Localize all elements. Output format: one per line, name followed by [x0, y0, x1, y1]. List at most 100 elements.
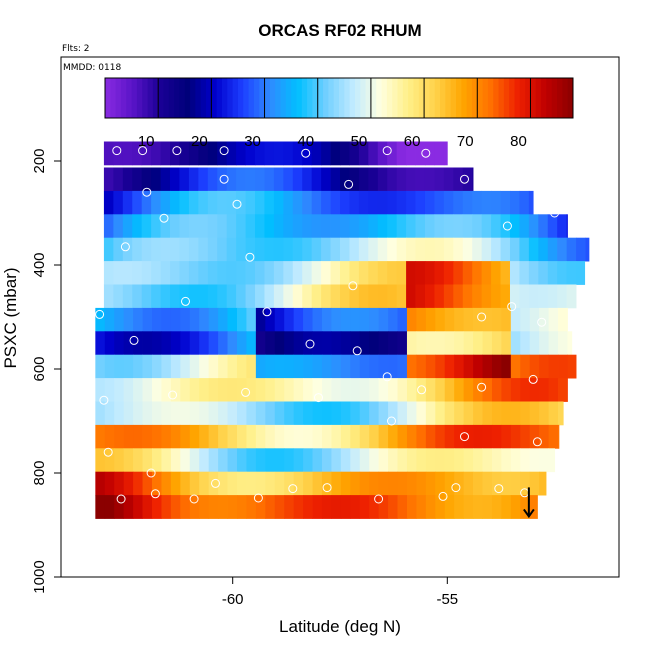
heatmap-cell: [378, 401, 389, 426]
sample-marker: [460, 174, 469, 184]
heatmap-cell: [189, 354, 200, 379]
colorbar-swatch: [211, 78, 218, 118]
heatmap-cell: [510, 331, 521, 356]
heatmap-cell: [425, 471, 436, 496]
heatmap-cell: [538, 214, 549, 239]
heatmap-cell: [255, 261, 265, 285]
heatmap-cell: [501, 495, 512, 519]
heatmap-cell: [473, 307, 483, 332]
heatmap-cell: [425, 495, 436, 519]
heatmap-cell: [142, 401, 153, 426]
colorbar-swatch: [418, 78, 425, 118]
heatmap-cell: [397, 495, 408, 519]
heatmap-cell: [198, 141, 209, 166]
heatmap-cell: [378, 448, 389, 473]
heatmap-cell: [491, 331, 502, 356]
heatmap-cell: [547, 214, 558, 239]
heatmap-cell: [226, 284, 237, 309]
heatmap-cell: [529, 307, 540, 332]
colorbar-swatch: [136, 78, 143, 118]
colorbar-swatch: [216, 78, 223, 118]
heatmap-cell: [350, 401, 361, 426]
heatmap-cell: [141, 284, 152, 309]
heatmap-cell: [95, 448, 106, 473]
heatmap-cell: [283, 214, 294, 239]
heatmap-cell: [255, 448, 266, 473]
heatmap-cell: [284, 401, 295, 426]
heatmap-cell: [539, 378, 549, 402]
heatmap-cell: [520, 307, 531, 332]
heatmap-cell: [539, 448, 549, 473]
heatmap-cell: [226, 141, 237, 166]
heatmap-cell: [208, 495, 219, 519]
heatmap-cell: [160, 284, 171, 309]
heatmap-cell: [199, 424, 210, 449]
heatmap-cell: [369, 495, 380, 519]
y-tick-label: 400: [31, 252, 48, 277]
heatmap-cell: [255, 354, 266, 379]
heatmap-cell: [340, 401, 351, 426]
heatmap-cell: [180, 378, 191, 402]
heatmap-cell: [284, 331, 295, 356]
heatmap-cell: [255, 424, 266, 449]
heatmap-cell: [122, 167, 133, 192]
heatmap-cell: [255, 401, 266, 426]
heatmap-cell: [245, 190, 256, 215]
heatmap-cell: [227, 448, 238, 473]
heatmap-cell: [510, 471, 521, 496]
heatmap-cell: [152, 307, 162, 332]
sample-marker: [502, 221, 512, 231]
sample-marker: [460, 432, 469, 442]
heatmap-cell: [453, 190, 464, 215]
heatmap-cell: [123, 495, 134, 519]
heatmap-cell: [491, 261, 501, 285]
heatmap-cell: [482, 354, 493, 379]
heatmap-cell: [368, 284, 379, 309]
heatmap-cell: [142, 424, 153, 449]
heatmap-cell: [397, 401, 408, 426]
heatmap-cell: [472, 261, 483, 285]
heatmap-cell: [160, 190, 171, 215]
heatmap-cell: [303, 401, 313, 426]
heatmap-cell: [151, 261, 161, 285]
heatmap-cell: [265, 307, 276, 332]
heatmap-cell: [406, 190, 416, 215]
heatmap-cell: [519, 190, 530, 215]
sample-marker: [507, 302, 517, 312]
date-note: MMDD: 0118: [63, 63, 121, 73]
colorbar-swatch: [163, 78, 170, 118]
colorbar-swatch: [354, 78, 361, 118]
heatmap-cell: [255, 190, 265, 215]
colorbar-tick-label: 20: [191, 133, 208, 150]
colorbar-swatch: [158, 78, 164, 118]
heatmap-cell: [330, 237, 341, 262]
heatmap-cell: [378, 471, 389, 496]
heatmap-cell: [95, 331, 106, 356]
sample-marker: [314, 393, 323, 403]
heatmap-cell: [443, 237, 454, 262]
heatmap-cell: [188, 261, 199, 285]
heatmap-cell: [104, 471, 115, 496]
heatmap-cell: [415, 214, 426, 239]
heatmap-cell: [302, 284, 313, 309]
heatmap-cell: [369, 307, 380, 332]
heatmap-cell: [444, 471, 455, 496]
heatmap-cell: [199, 448, 210, 473]
heatmap-cell: [331, 448, 342, 473]
heatmap-cell: [188, 214, 199, 239]
heatmap-cell: [510, 378, 521, 402]
heatmap-cell: [311, 284, 322, 309]
heatmap-cell: [198, 167, 209, 192]
sample-markers: [95, 146, 560, 504]
heatmap-cell: [246, 495, 257, 519]
heatmap-cell: [349, 190, 360, 215]
descent-arrow: [523, 487, 535, 519]
heatmap-cell: [340, 141, 350, 166]
heatmap-cell: [406, 237, 416, 262]
heatmap-cell: [444, 307, 455, 332]
heatmap-cell: [132, 190, 143, 215]
heatmap-cell: [406, 401, 417, 426]
sample-marker: [146, 468, 156, 478]
heatmap-cell: [501, 471, 512, 496]
heatmap-cell: [113, 261, 124, 285]
